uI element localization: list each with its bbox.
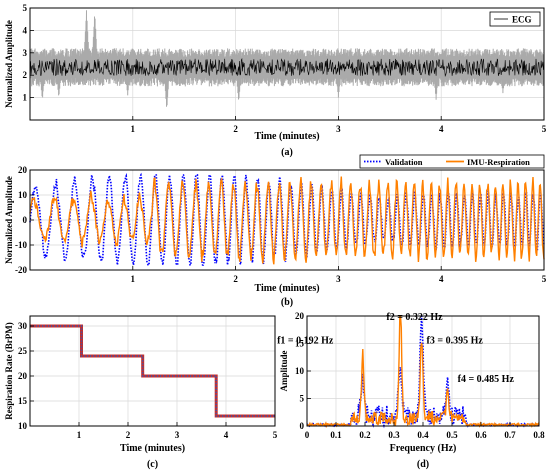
legend-label-ecg: ECG bbox=[512, 15, 532, 25]
y-axis-label: Respiration Rate (BrPM) bbox=[4, 322, 14, 419]
y-tick-label: 0 bbox=[23, 215, 28, 225]
y-tick-label: 15 bbox=[295, 339, 305, 349]
x-axis-label: Time (minutes) bbox=[120, 443, 185, 454]
x-tick-label: 4 bbox=[224, 430, 229, 440]
x-tick-label: 0.6 bbox=[475, 430, 487, 440]
panel-d: 0 0.1 0.2 0.3 0.4 0.5 0.6 0.7 0.8 0 5 10 15 20 f2 = 0… bbox=[277, 311, 545, 470]
y-tick-label: 10 bbox=[18, 421, 28, 431]
y-tick-label: 25 bbox=[18, 346, 28, 356]
x-tick-label: 0 bbox=[305, 430, 310, 440]
x-tick-label: 0.3 bbox=[388, 430, 400, 440]
y-tick-label: 20 bbox=[18, 371, 28, 381]
y-axis-label: Amplitude bbox=[279, 350, 289, 391]
series-imu-respiration bbox=[29, 176, 545, 265]
series-respiration-rate-dots bbox=[30, 325, 275, 417]
series-imu-spectrum bbox=[306, 315, 540, 429]
x-axis-label: Time (minutes) bbox=[254, 131, 319, 142]
panel-d-ticks: 0 0.1 0.2 0.3 0.4 0.5 0.6 0.7 0.8 0 5 10 15 20 bbox=[295, 311, 545, 440]
y-tick-label: 10 bbox=[18, 190, 28, 200]
y-tick-label: 0 bbox=[300, 421, 305, 431]
panel-a: 1 2 3 4 5 1 2 3 4 5 ECG Time (minutes) Normalized… bbox=[4, 3, 547, 158]
panel-b-ticks: 1 2 3 4 5 -20 -10 0 10 20 bbox=[15, 165, 547, 284]
x-tick-label: 3 bbox=[336, 124, 341, 134]
legend-label-validation: Validation bbox=[385, 157, 423, 167]
y-tick-label: 20 bbox=[295, 311, 305, 321]
x-tick-label: 0.4 bbox=[417, 430, 429, 440]
x-tick-label: 4 bbox=[439, 124, 444, 134]
panel-label: (c) bbox=[147, 459, 158, 470]
y-tick-label: 10 bbox=[295, 366, 305, 376]
x-tick-label: 0.1 bbox=[330, 430, 342, 440]
panel-c-ticks: 1 2 3 4 5 10 15 20 25 30 bbox=[18, 321, 278, 440]
annotation-f2: f2 = 0.322 Hz bbox=[386, 312, 443, 323]
y-tick-label: 4 bbox=[23, 25, 28, 35]
x-tick-label: 5 bbox=[273, 430, 278, 440]
x-tick-label: 0.5 bbox=[446, 430, 458, 440]
panel-a-frame bbox=[29, 7, 545, 121]
y-tick-label: -10 bbox=[15, 240, 27, 250]
panel-c: 1 2 3 4 5 10 15 20 25 30 Time (minutes) Respirati… bbox=[4, 315, 278, 470]
y-tick-label: 3 bbox=[23, 48, 28, 58]
x-tick-label: 1 bbox=[77, 430, 82, 440]
panel-b-legend: Validation IMU-Respiration bbox=[359, 154, 545, 169]
x-tick-label: 5 bbox=[542, 124, 547, 134]
panel-b: 1 2 3 4 5 -20 -10 0 10 20 Validation IMU-Respirat… bbox=[4, 154, 547, 308]
annotation-f3: f3 = 0.395 Hz bbox=[427, 336, 484, 347]
panel-d-plot-area bbox=[306, 315, 540, 429]
y-tick-label: 1 bbox=[23, 93, 28, 103]
x-tick-label: 0.7 bbox=[504, 430, 516, 440]
y-tick-label: 5 bbox=[23, 3, 28, 13]
x-axis-label: Frequency (Hz) bbox=[390, 443, 457, 454]
y-tick-label: 20 bbox=[18, 165, 28, 175]
x-tick-label: 0.8 bbox=[533, 430, 545, 440]
x-tick-label: 2 bbox=[126, 430, 131, 440]
panel-c-frame bbox=[29, 315, 276, 427]
panel-label: (d) bbox=[417, 459, 429, 470]
y-tick-label: -20 bbox=[15, 265, 27, 275]
panel-a-ticks: 1 2 3 4 5 1 2 3 4 5 bbox=[23, 3, 547, 134]
x-axis-label: Time (minutes) bbox=[254, 283, 319, 294]
panel-d-annotations: f2 = 0.322 Hz f1 = 0.192 Hz f3 = 0.395 H… bbox=[277, 312, 514, 385]
annotation-f1: f1 = 0.192 Hz bbox=[277, 336, 334, 347]
annotation-f4: f4 = 0.485 Hz bbox=[458, 374, 515, 385]
panel-b-plot-area bbox=[29, 172, 545, 268]
x-tick-label: 3 bbox=[175, 430, 180, 440]
panel-a-plot-area bbox=[29, 10, 545, 107]
panel-label: (a) bbox=[281, 147, 293, 158]
x-tick-label: 1 bbox=[131, 274, 136, 284]
x-tick-label: 4 bbox=[439, 274, 444, 284]
y-axis-label: Normalized Amplitude bbox=[4, 20, 14, 108]
y-tick-label: 15 bbox=[18, 396, 28, 406]
ecg-envelope bbox=[29, 10, 545, 107]
x-tick-label: 5 bbox=[542, 274, 547, 284]
y-tick-label: 5 bbox=[300, 394, 305, 404]
x-tick-label: 1 bbox=[131, 124, 136, 134]
y-tick-label: 30 bbox=[18, 321, 28, 331]
panel-c-grid bbox=[30, 316, 276, 427]
y-axis-label: Normalized Amplitude bbox=[4, 176, 14, 264]
x-tick-label: 2 bbox=[233, 124, 238, 134]
x-tick-label: 3 bbox=[336, 274, 341, 284]
panel-c-plot-area bbox=[30, 324, 275, 418]
series-ecg bbox=[29, 57, 545, 78]
series-respiration-rate bbox=[30, 324, 275, 418]
panel-a-legend: ECG bbox=[489, 11, 541, 27]
x-tick-label: 2 bbox=[233, 274, 238, 284]
y-tick-label: 2 bbox=[23, 70, 28, 80]
panel-label: (b) bbox=[281, 297, 293, 308]
legend-box bbox=[489, 11, 541, 27]
legend-label-imu-respiration: IMU-Respiration bbox=[467, 157, 530, 167]
series-validation bbox=[29, 172, 545, 268]
x-tick-label: 0.2 bbox=[359, 430, 371, 440]
